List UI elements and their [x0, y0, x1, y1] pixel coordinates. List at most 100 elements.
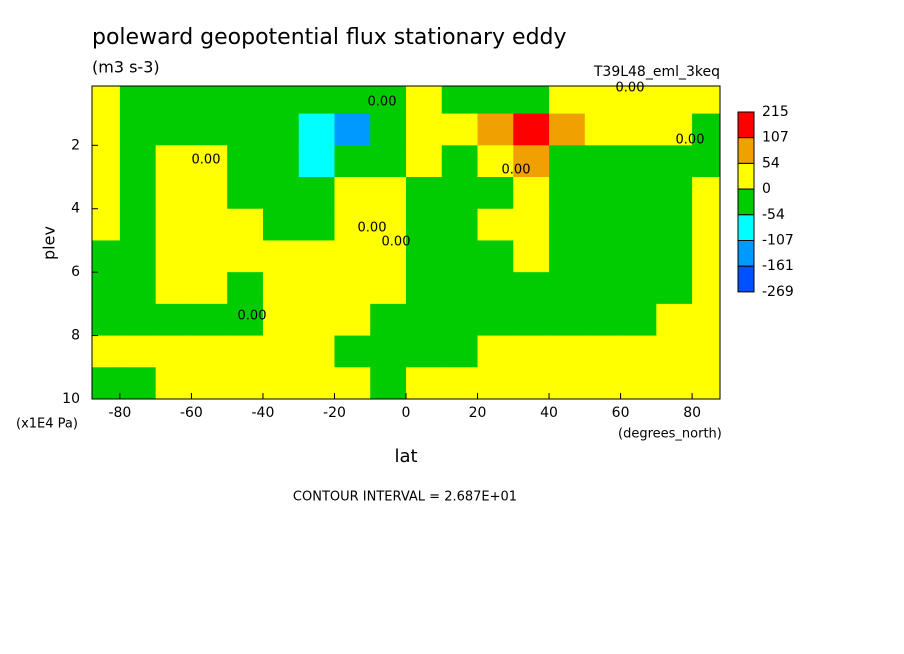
cell [477, 113, 514, 146]
y-axis-label: plev [40, 226, 59, 260]
cell [370, 303, 407, 337]
cell [441, 208, 479, 241]
cell [406, 113, 443, 146]
cell [334, 335, 371, 368]
cell [155, 272, 192, 305]
cell [191, 272, 228, 305]
cell [620, 303, 657, 337]
x-axis-label: lat [394, 446, 417, 467]
cell [370, 113, 407, 146]
cell [620, 367, 657, 399]
cell [262, 367, 300, 399]
contour-label: 0.00 [676, 133, 705, 148]
cell [227, 177, 264, 210]
cell [549, 145, 586, 178]
chart-title: poleward geopotential flux stationary ed… [92, 25, 567, 50]
cell [191, 145, 228, 178]
cell [441, 367, 479, 399]
cell [334, 86, 371, 115]
cell [227, 145, 264, 178]
cell [92, 145, 121, 178]
cell [155, 208, 192, 241]
legend-swatch [737, 162, 755, 190]
cell [119, 86, 157, 115]
cell [262, 208, 300, 241]
cell [441, 240, 479, 273]
cell [406, 208, 443, 241]
cell [692, 145, 720, 178]
legend-label: 0 [762, 181, 771, 197]
cell [227, 208, 264, 241]
cell [119, 272, 157, 305]
cell [262, 113, 300, 146]
cell [119, 303, 157, 337]
cell [620, 240, 657, 273]
cell [227, 335, 264, 368]
cell [584, 113, 622, 146]
cell [191, 367, 228, 399]
cell [298, 145, 335, 178]
cell [477, 272, 514, 305]
contour-label: 0.00 [382, 235, 411, 250]
cell [298, 208, 335, 241]
cell [334, 113, 371, 146]
cell [191, 240, 228, 273]
cell [119, 145, 157, 178]
x-tick-label: -20 [323, 405, 346, 421]
cell [406, 86, 443, 115]
cell [191, 177, 228, 210]
cell [692, 335, 720, 368]
legend-swatch [737, 214, 755, 242]
cell [513, 86, 550, 115]
y-tick-label: 10 [62, 391, 80, 407]
y-tick-label: 6 [71, 264, 80, 280]
cell [584, 272, 622, 305]
cell [406, 272, 443, 305]
cell [441, 145, 479, 178]
cell [656, 367, 693, 399]
cell [549, 240, 586, 273]
cell [549, 303, 586, 337]
cell [692, 86, 720, 115]
cell [513, 240, 550, 273]
cell [227, 367, 264, 399]
cell [119, 335, 157, 368]
cell [298, 177, 335, 210]
cell [92, 272, 121, 305]
cell [549, 113, 586, 146]
cell [119, 240, 157, 273]
cell [92, 208, 121, 241]
field [92, 86, 720, 399]
cell [477, 303, 514, 337]
cell [227, 86, 264, 115]
cell [692, 272, 720, 305]
cell [119, 177, 157, 210]
cell [513, 113, 550, 146]
x-tick-label: -40 [252, 405, 275, 421]
cell [370, 367, 407, 399]
cell [406, 367, 443, 399]
cell [92, 113, 121, 146]
cell [620, 86, 657, 115]
cell [298, 367, 335, 399]
cell [155, 86, 192, 115]
cell [584, 240, 622, 273]
cell [656, 208, 693, 241]
cell [549, 335, 586, 368]
cell [370, 177, 407, 210]
cell [656, 303, 693, 337]
cell [155, 177, 192, 210]
cell [584, 208, 622, 241]
cell [334, 303, 371, 337]
cell [370, 145, 407, 178]
cell [441, 113, 479, 146]
cell [155, 240, 192, 273]
cell [119, 208, 157, 241]
dataset: T39L48_eml_3keq [593, 64, 720, 80]
cell [406, 177, 443, 210]
cell [227, 113, 264, 146]
cell [370, 335, 407, 368]
contour-label: 0.00 [616, 81, 645, 96]
cell [406, 240, 443, 273]
